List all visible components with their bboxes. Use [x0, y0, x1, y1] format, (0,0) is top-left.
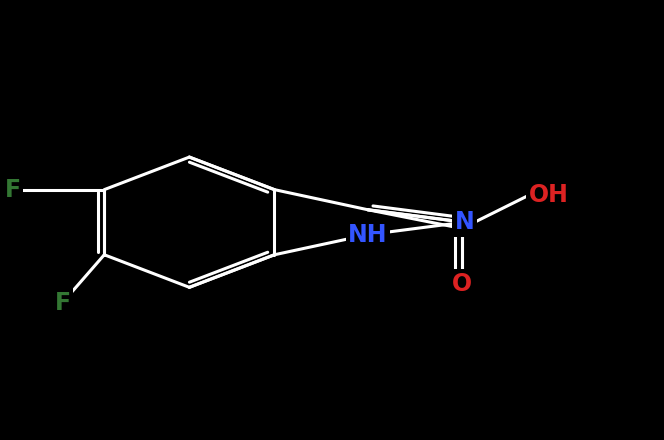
Text: O: O	[452, 272, 472, 296]
Text: F: F	[5, 178, 21, 202]
Text: NH: NH	[348, 223, 388, 247]
Text: F: F	[54, 291, 70, 315]
Text: OH: OH	[529, 183, 568, 207]
Text: N: N	[454, 210, 474, 234]
